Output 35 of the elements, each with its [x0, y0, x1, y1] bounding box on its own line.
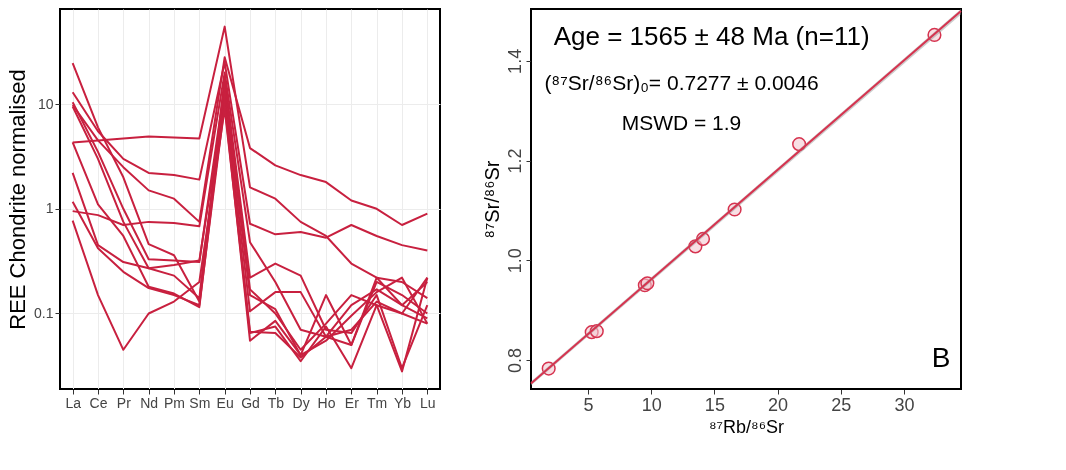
- x-tick-label: Lu: [420, 394, 436, 411]
- y-tick-label: 1.4: [504, 48, 525, 74]
- x-tick-label: Tm: [367, 394, 388, 411]
- annotation: Age = 1565 ± 48 Ma (n=11): [553, 21, 870, 51]
- x-tick-label: 5: [583, 394, 594, 415]
- annotation: MSWD = 1.9: [621, 111, 742, 134]
- x-tick-label: 30: [894, 394, 915, 415]
- x-tick-label: Tb: [267, 394, 285, 411]
- x-tick-label: 10: [641, 394, 662, 415]
- y-tick-label: 0.1: [34, 304, 54, 321]
- y-tick-label: 0.8: [504, 348, 525, 374]
- y-axis-title: REE Chondrite normalised: [5, 69, 31, 330]
- x-tick-label: Dy: [292, 394, 310, 411]
- y-axis-title: ⁸⁷Sr/⁸⁶Sr: [480, 160, 503, 239]
- x-tick-label: Pr: [116, 394, 132, 411]
- y-tick-label: 10: [37, 95, 54, 112]
- x-tick-label: Eu: [216, 394, 234, 411]
- annotation: (⁸⁷Sr/⁸⁶Sr)₀= 0.7277 ± 0.0046: [544, 71, 819, 94]
- x-tick-label: La: [65, 394, 82, 411]
- y-tick-label: 1: [45, 200, 54, 217]
- y-tick-label: 1.0: [504, 248, 525, 274]
- x-tick-label: Gd: [241, 394, 260, 411]
- x-axis-title: ⁸⁷Rb/⁸⁶Sr: [708, 416, 785, 437]
- annotation: B: [931, 342, 951, 373]
- x-tick-label: Ho: [317, 394, 336, 411]
- x-tick-label: Nd: [140, 394, 159, 411]
- x-tick-label: 25: [831, 394, 852, 415]
- x-tick-label: 20: [768, 394, 789, 415]
- y-tick-label: 1.2: [504, 148, 525, 174]
- x-tick-label: 15: [704, 394, 725, 415]
- x-tick-label: Pm: [164, 394, 185, 411]
- x-tick-label: Yb: [393, 394, 412, 411]
- x-tick-label: Er: [344, 394, 360, 411]
- x-tick-label: Ce: [89, 394, 108, 411]
- x-tick-label: Sm: [189, 394, 211, 411]
